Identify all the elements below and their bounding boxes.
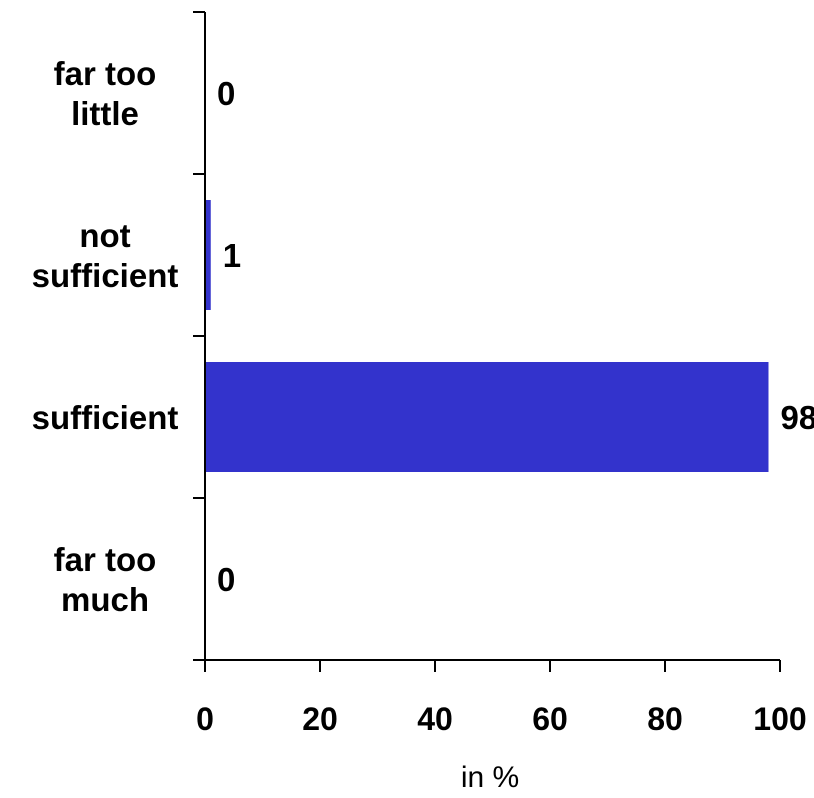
x-tick-label: 40 [417, 701, 453, 737]
bar [205, 200, 211, 310]
data-label: 98 [781, 399, 814, 436]
category-label: far too much [54, 541, 157, 618]
x-tick-label: 60 [532, 701, 568, 737]
data-label: 1 [223, 237, 241, 274]
axes [193, 11, 781, 672]
category-label: sufficient [32, 399, 179, 436]
x-tick-label: 20 [302, 701, 338, 737]
bars [205, 200, 769, 472]
category-label: far too little [54, 55, 157, 132]
x-tick-label: 80 [647, 701, 683, 737]
labels: 0 20 40 60 80 100 far too little 0 not sufficient 1… [32, 55, 814, 737]
data-label: 0 [217, 75, 235, 112]
x-tick-label: 100 [753, 701, 806, 737]
x-tick-label: 0 [196, 701, 214, 737]
data-label: 0 [217, 561, 235, 598]
category-label: not sufficient [32, 217, 179, 294]
x-axis-title: in % [461, 761, 519, 794]
bar [205, 362, 769, 472]
